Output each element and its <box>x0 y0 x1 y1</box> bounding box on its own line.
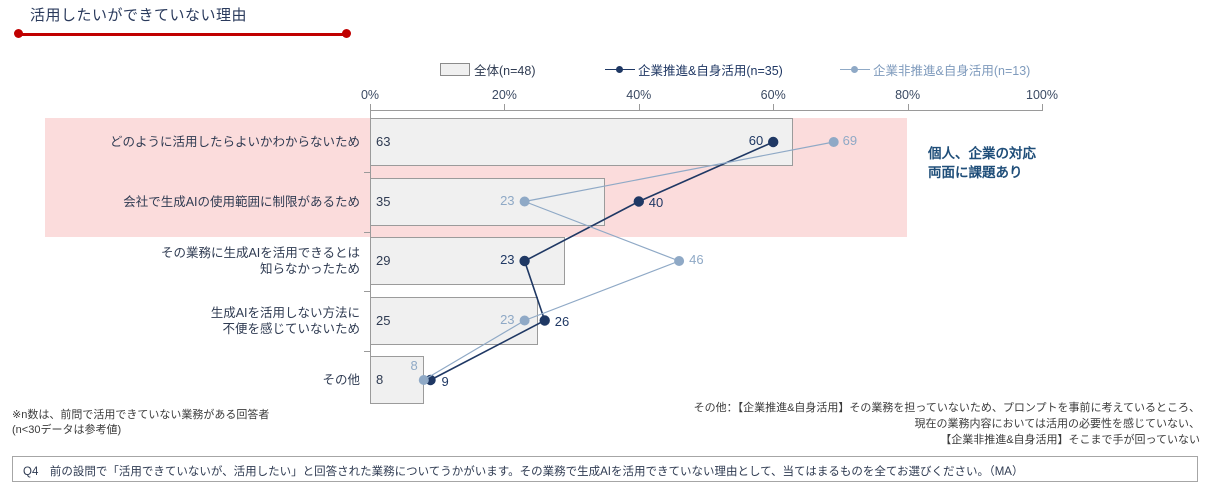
x-tick-label-80: 80% <box>895 88 921 102</box>
y-minor-tick-3 <box>364 291 370 292</box>
x-tick-label-60: 60% <box>760 88 786 102</box>
legend-item-promoting: 企業推進&自身活用(n=35) <box>605 60 783 79</box>
footnote-right-line-1: その他：【企業推進&自身活用】その業務を担っていないため、プロンプトを事前に考え… <box>693 402 1200 414</box>
category-label-4-line-1: 生成AIを活用しない方法に <box>210 305 360 320</box>
x-tick-40 <box>638 104 640 111</box>
footnote-right-line-3: 【企業非推進&自身活用】そこまで手が回っていない <box>940 434 1200 446</box>
callout-annotation: 個人、企業の対応 両面に課題あり <box>928 144 1036 182</box>
category-label-3-line-1: その業務に生成AIを活用できるとは <box>160 246 360 260</box>
x-tick-60 <box>773 104 775 111</box>
question-box: Q4 前の設問で「活用できていないが、活用したい」と回答された業務についてうかが… <box>12 456 1198 482</box>
y-minor-tick-1 <box>364 172 370 173</box>
point-value-blue-row-5: 8 <box>410 358 418 373</box>
footnote-left-line-2: (n<30データは参考値) <box>12 424 122 436</box>
category-label-2: 会社で生成AIの使用範囲に制限があるため <box>28 194 360 210</box>
x-axis-line <box>370 110 1043 111</box>
bar-row-5 <box>370 356 424 404</box>
legend-item-nonpromoting: 企業非推進&自身活用(n=13) <box>840 60 1030 79</box>
legend-label-promoting: 企業推進&自身活用(n=35) <box>638 64 783 78</box>
point-value-blue-row-2: 23 <box>500 192 515 208</box>
bar-value-row-4: 25 <box>376 312 391 328</box>
title-rule <box>18 33 348 36</box>
category-label-4-line-2: 不便を感じていないため <box>222 321 360 336</box>
legend-line-swatch-navy-icon <box>605 64 635 75</box>
point-value-navy-row-1: 60 <box>748 133 764 148</box>
category-label-2-line-1: 会社で生成AIの使用範囲に制限があるため <box>123 194 360 209</box>
x-tick-80 <box>907 104 909 111</box>
footnote-left-line-1: ※n数は、前問で活用できていない業務がある回答者 <box>12 409 270 421</box>
data-point-nonpromoting-3 <box>674 256 685 266</box>
data-point-promoting-5 <box>425 374 436 386</box>
title-rule-dot-right <box>342 29 351 38</box>
x-tick-100 <box>1042 104 1043 111</box>
category-label-1-line-1: どのように活用したらよいかわからないため <box>109 135 360 149</box>
bar-value-row-2: 35 <box>376 193 391 209</box>
point-value-blue-row-1: 69 <box>842 133 858 148</box>
category-label-5-line-1: その他 <box>322 373 360 387</box>
point-value-navy-row-2: 40 <box>648 194 664 210</box>
footnote-right-line-2: 現在の業務内容においては活用の必要性を感じていない、 <box>914 418 1200 430</box>
category-label-3: その業務に生成AIを活用できるとは知らなかったため <box>28 245 360 277</box>
x-tick-label-0: 0% <box>360 88 380 102</box>
legend-line-swatch-blue-icon <box>840 64 870 75</box>
legend-bar-swatch-icon <box>440 63 470 76</box>
legend-label-overall: 全体(n=48) <box>474 64 536 78</box>
x-tick-0 <box>370 104 371 111</box>
annotation-line-2: 両面に課題あり <box>928 165 1023 180</box>
category-label-3-line-2: 知らなかったため <box>259 262 360 276</box>
x-tick-label-100: 100% <box>1026 88 1058 102</box>
x-tick-label-40: 40% <box>626 88 652 102</box>
bar-value-row-5: 8 <box>376 372 384 387</box>
data-point-promoting-4 <box>539 315 550 326</box>
page-title: 活用したいができていない理由 <box>30 7 248 24</box>
x-tick-label-20: 20% <box>491 88 517 102</box>
legend-item-overall: 全体(n=48) <box>440 60 535 79</box>
footnote-right: その他：【企業推進&自身活用】その業務を担っていないため、プロンプトを事前に考え… <box>540 400 1200 448</box>
y-minor-tick-4 <box>364 350 370 352</box>
point-value-navy-row-5: 9 <box>441 374 449 389</box>
point-value-blue-row-4: 23 <box>500 311 515 327</box>
footnote-left: ※n数は、前問で活用できていない業務がある回答者 (n<30データは参考値) <box>12 408 269 438</box>
chart-legend: 全体(n=48) 企業推進&自身活用(n=35) 企業非推進&自身活用(n=13… <box>440 60 1080 80</box>
bar-row-1 <box>370 118 794 166</box>
y-minor-tick-2 <box>364 231 370 233</box>
bar-row-3 <box>370 237 565 285</box>
category-label-5: その他 <box>28 372 360 388</box>
point-value-navy-row-3: 23 <box>500 252 515 267</box>
title-rule-dot-left <box>14 29 23 38</box>
category-label-1: どのように活用したらよいかわからないため <box>28 134 360 150</box>
category-label-4: 生成AIを活用しない方法に 不便を感じていないため <box>28 305 360 337</box>
question-text: Q4 前の設問で「活用できていないが、活用したい」と回答された業務についてうかが… <box>23 466 1024 478</box>
point-value-blue-row-3: 46 <box>689 252 704 267</box>
bar-value-row-1: 63 <box>376 134 391 149</box>
legend-label-nonpromoting: 企業非推進&自身活用(n=13) <box>873 64 1031 78</box>
bar-value-row-3: 29 <box>376 253 391 268</box>
point-value-navy-row-4: 26 <box>554 313 570 329</box>
bar-row-2 <box>370 177 606 226</box>
x-tick-20 <box>504 104 506 111</box>
annotation-line-1: 個人、企業の対応 <box>928 146 1036 161</box>
